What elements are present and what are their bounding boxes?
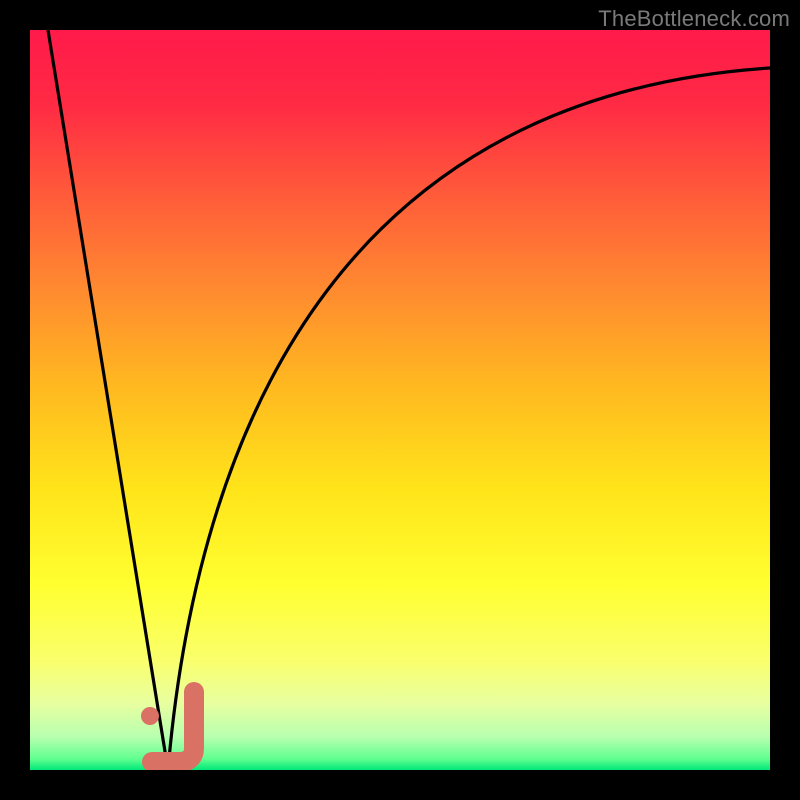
chart-frame: TheBottleneck.com xyxy=(0,0,800,800)
watermark-text: TheBottleneck.com xyxy=(598,6,790,32)
marker-dot xyxy=(141,707,159,725)
gradient-background xyxy=(30,30,770,770)
bottleneck-curve-plot xyxy=(0,0,800,800)
